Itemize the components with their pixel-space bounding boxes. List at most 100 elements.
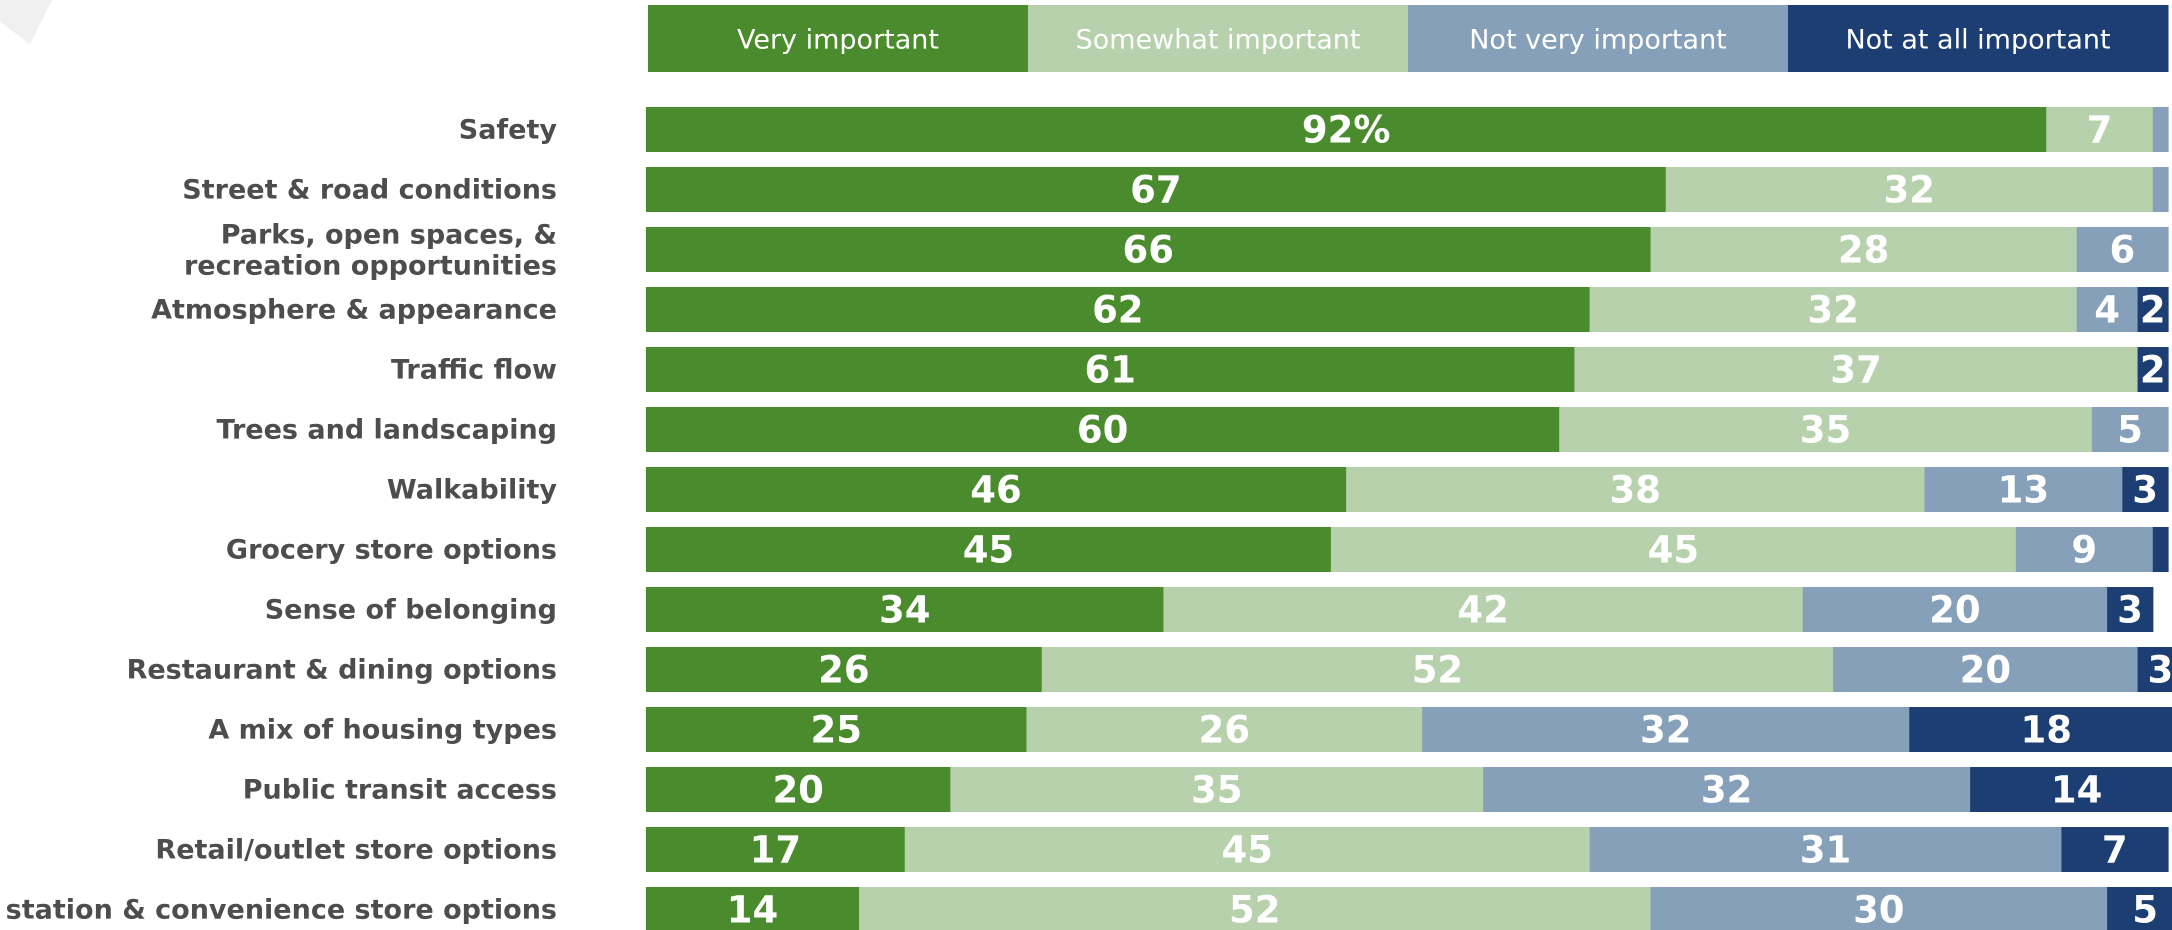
value-label-not-very-important: 32 xyxy=(1701,769,1753,812)
value-label-not-very-important: 5 xyxy=(2117,409,2143,452)
bar-very-important xyxy=(646,527,1332,572)
value-label-very-important: 62 xyxy=(1092,289,1144,332)
bar-very-important xyxy=(646,827,906,872)
value-label-not-at-all-important: 2 xyxy=(2140,349,2166,392)
bar-somewhat-important xyxy=(1559,407,2093,452)
value-label-somewhat-important: 38 xyxy=(1610,469,1662,512)
value-label-very-important: 45 xyxy=(963,529,1015,572)
value-label-somewhat-important: 26 xyxy=(1199,709,1251,752)
legend-swatch-somewhat-important xyxy=(1028,5,1409,72)
bar-somewhat-important xyxy=(1026,707,1423,752)
bar-not-at-all-important xyxy=(2137,287,2169,332)
bar-not-at-all-important xyxy=(2107,587,2154,632)
bar-not-at-all-important xyxy=(2152,527,2169,572)
value-label-somewhat-important: 45 xyxy=(1648,529,1700,572)
bar-very-important xyxy=(646,107,2047,152)
bar-not-very-important xyxy=(1802,587,2108,632)
corner-decoration xyxy=(0,0,52,44)
bar-very-important xyxy=(646,767,951,812)
bar-not-very-important xyxy=(2152,107,2169,152)
value-label-very-important: 17 xyxy=(750,829,802,872)
value-label-somewhat-important: 28 xyxy=(1838,229,1890,272)
bar-not-very-important xyxy=(2076,227,2169,272)
bar-very-important xyxy=(646,707,1028,752)
category-label: Grocery store options xyxy=(226,535,557,566)
value-label-not-at-all-important: 2 xyxy=(2140,289,2166,332)
value-label-not-very-important: 13 xyxy=(1998,469,2050,512)
value-label-not-very-important: 20 xyxy=(1960,649,2012,692)
value-label-somewhat-important: 37 xyxy=(1830,349,1882,392)
bar-very-important xyxy=(646,227,1652,272)
bar-not-very-important xyxy=(1924,467,2123,512)
category-label: Sense of belonging xyxy=(265,595,557,626)
value-label-very-important: 26 xyxy=(818,649,870,692)
bar-not-very-important xyxy=(2015,527,2154,572)
value-label-not-at-all-important: 3 xyxy=(2117,589,2143,632)
value-label-somewhat-important: 42 xyxy=(1457,589,1509,632)
legend-swatch-not-very-important xyxy=(1408,5,1789,72)
value-label-somewhat-important: 32 xyxy=(1884,169,1936,212)
legend-label-not-very-important: Not very important xyxy=(1469,25,1727,56)
category-label: Walkability xyxy=(387,475,557,506)
value-label-very-important: 25 xyxy=(811,709,863,752)
value-label-very-important: 60 xyxy=(1077,409,1129,452)
value-label-not-at-all-important: 3 xyxy=(2148,649,2172,692)
value-label-very-important: 66 xyxy=(1123,229,1175,272)
value-label-very-important: 92% xyxy=(1302,109,1391,152)
bar-not-at-all-important xyxy=(2137,347,2169,392)
bar-not-at-all-important xyxy=(2061,827,2169,872)
legend: Very important Somewhat important Not very… xyxy=(648,5,2169,72)
bar-not-very-important xyxy=(1650,887,2108,930)
value-label-not-at-all-important: 7 xyxy=(2102,829,2128,872)
bar-not-at-all-important xyxy=(2107,887,2172,930)
bar-somewhat-important xyxy=(1665,167,2154,212)
bar-somewhat-important xyxy=(1041,647,1834,692)
value-label-somewhat-important: 45 xyxy=(1221,829,1273,872)
category-label: Gas station & convenience store options xyxy=(0,895,557,926)
bar-not-very-important xyxy=(2076,287,2139,332)
value-label-not-at-all-important: 14 xyxy=(2051,769,2103,812)
bar-not-at-all-important xyxy=(2122,467,2169,512)
value-label-very-important: 46 xyxy=(970,469,1022,512)
value-label-not-at-all-important: 18 xyxy=(2020,709,2072,752)
value-label-not-very-important: 4 xyxy=(2094,289,2120,332)
category-label: A mix of housing types xyxy=(208,715,557,746)
bar-very-important xyxy=(646,887,860,930)
category-label: Trees and landscaping xyxy=(217,415,557,446)
bar-somewhat-important xyxy=(904,827,1591,872)
category-label: Retail/outlet store options xyxy=(155,835,557,866)
bar-not-very-important xyxy=(2091,407,2169,452)
bar-somewhat-important xyxy=(2046,107,2154,152)
bars xyxy=(646,107,2172,930)
value-label-somewhat-important: 7 xyxy=(2087,109,2113,152)
value-label-somewhat-important: 52 xyxy=(1412,649,1464,692)
value-label-not-very-important: 30 xyxy=(1853,889,1905,930)
value-label-not-at-all-important: 3 xyxy=(2132,469,2158,512)
bar-somewhat-important xyxy=(1330,527,2017,572)
value-label-not-very-important: 32 xyxy=(1640,709,1692,752)
value-label-not-very-important: 31 xyxy=(1800,829,1852,872)
bar-not-very-important xyxy=(2152,167,2169,212)
value-label-very-important: 61 xyxy=(1084,349,1136,392)
value-label-not-very-important: 20 xyxy=(1929,589,1981,632)
bar-not-very-important xyxy=(1589,827,2063,872)
bar-somewhat-important xyxy=(859,887,1652,930)
bar-very-important xyxy=(646,407,1560,452)
value-label-somewhat-important: 32 xyxy=(1807,289,1859,332)
bar-somewhat-important xyxy=(1574,347,2139,392)
value-label-somewhat-important: 35 xyxy=(1191,769,1243,812)
category-label: Parks, open spaces, & recreation opportun… xyxy=(184,220,557,282)
value-label-somewhat-important: 52 xyxy=(1229,889,1281,930)
legend-swatch-not-at-all-important xyxy=(1788,5,2169,72)
legend-label-very-important: Very important xyxy=(737,25,939,56)
bar-very-important xyxy=(646,467,1347,512)
category-label: Atmosphere & appearance xyxy=(151,295,557,326)
category-labels: Safety Street & road conditions Parks, ope… xyxy=(0,115,557,926)
corner-mark xyxy=(0,0,52,44)
bar-somewhat-important xyxy=(1163,587,1804,632)
legend-label-somewhat-important: Somewhat important xyxy=(1076,25,1361,56)
category-label: Street & road conditions xyxy=(182,175,557,206)
value-label-very-important: 67 xyxy=(1130,169,1182,212)
